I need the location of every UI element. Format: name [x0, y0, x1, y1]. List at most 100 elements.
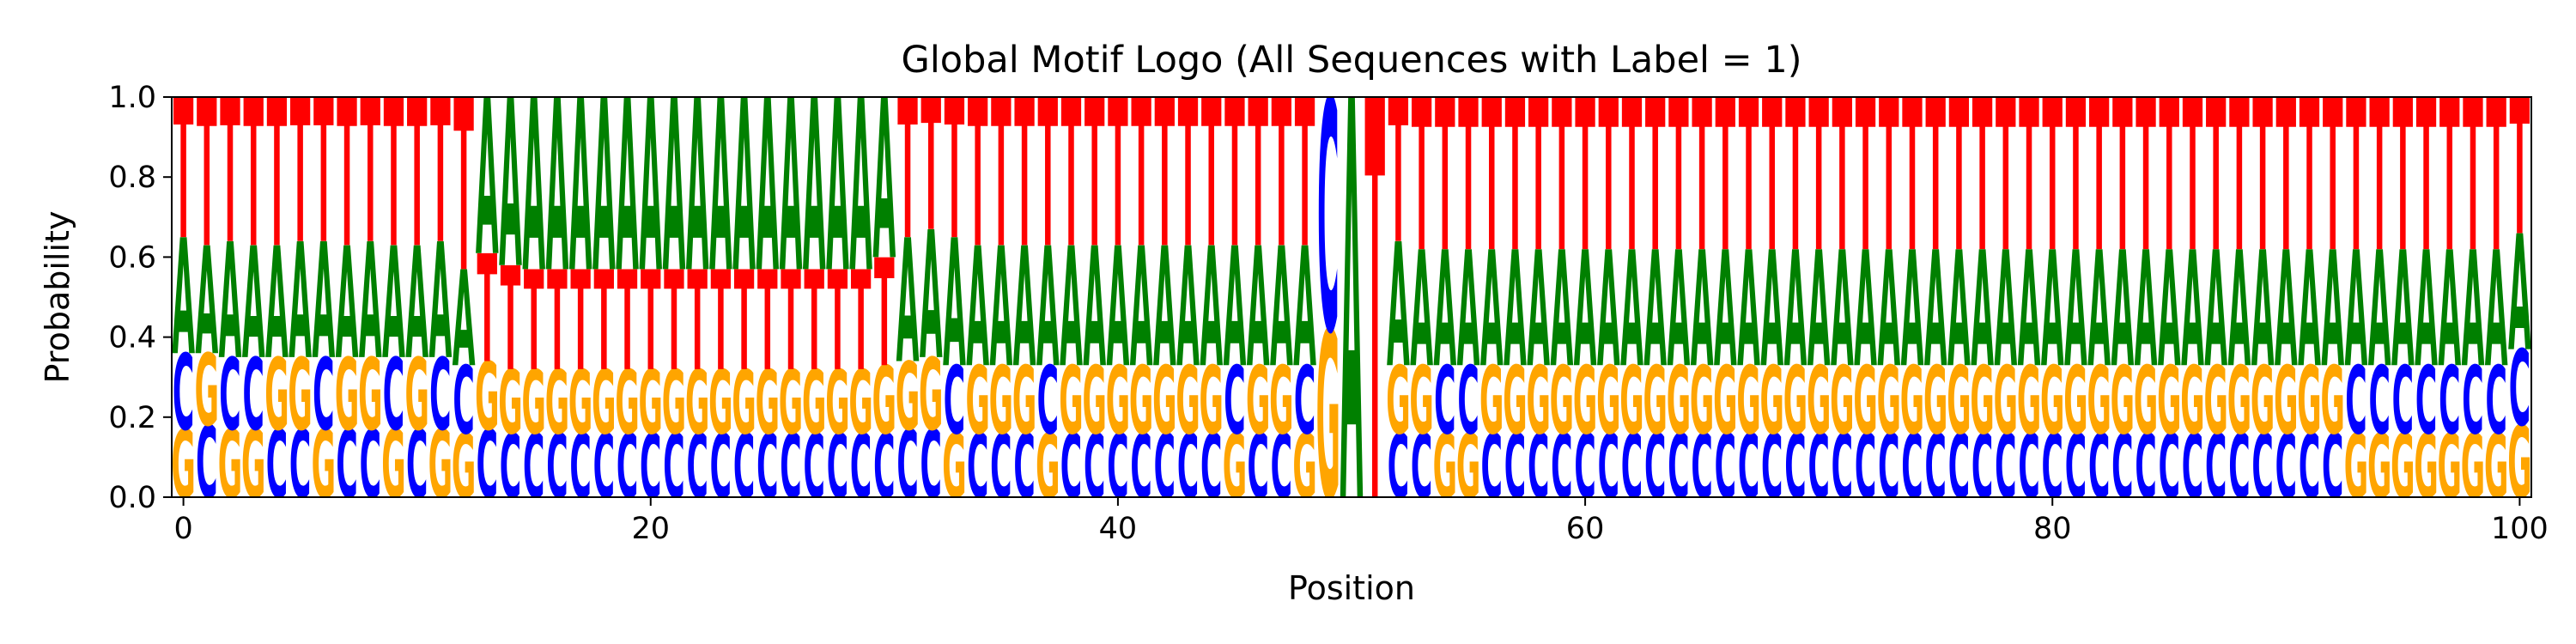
- logo-letter-t-pos-74: T: [1902, 56, 1923, 299]
- logo-letter-c-pos-99: C: [2485, 346, 2506, 455]
- logo-letter-c-pos-9: C: [383, 338, 404, 453]
- logo-letter-c-pos-95: C: [2392, 346, 2414, 455]
- logo-letter-t-pos-28: T: [828, 243, 848, 402]
- logo-letter-a-pos-84: A: [2135, 218, 2158, 403]
- logo-letter-a-pos-14: A: [499, 53, 522, 320]
- logo-letter-t-pos-26: T: [781, 243, 801, 402]
- logo-letter-a-pos-52: A: [1387, 207, 1410, 405]
- logo-letter-t-pos-7: T: [337, 57, 357, 294]
- x-tick-label: 100: [2491, 512, 2549, 546]
- logo-letter-g-pos-82: G: [2087, 346, 2111, 455]
- logo-letter-g-pos-17: G: [568, 351, 592, 453]
- logo-letter-a-pos-74: A: [1901, 218, 1924, 403]
- logo-letter-g-pos-77: G: [1970, 346, 1994, 455]
- logo-letter-t-pos-21: T: [664, 243, 684, 402]
- logo-letter-g-pos-87: G: [2203, 346, 2227, 455]
- logo-letter-a-pos-91: A: [2298, 218, 2321, 403]
- logo-letter-c-pos-6: C: [313, 338, 334, 453]
- logo-letter-c-pos-85: C: [2159, 416, 2180, 518]
- logo-letter-g-pos-11: G: [428, 410, 453, 519]
- logo-letter-t-pos-46: T: [1248, 57, 1268, 294]
- logo-letter-c-pos-26: C: [780, 416, 801, 518]
- logo-letter-a-pos-12: A: [453, 245, 476, 398]
- logo-letter-c-pos-24: C: [733, 416, 755, 518]
- logo-letter-c-pos-98: C: [2462, 346, 2483, 455]
- logo-letter-g-pos-63: G: [1643, 346, 1667, 455]
- logo-letter-a-pos-75: A: [1924, 218, 1947, 403]
- logo-letter-a-pos-4: A: [265, 216, 289, 394]
- logo-letter-a-pos-37: A: [1036, 213, 1060, 404]
- logo-letter-t-pos-51: T: [1364, 0, 1385, 627]
- logo-letter-a-pos-87: A: [2204, 218, 2227, 403]
- logo-letter-g-pos-33: G: [942, 416, 966, 518]
- logo-letter-c-pos-19: C: [617, 416, 638, 518]
- logo-letter-c-pos-4: C: [266, 410, 288, 519]
- x-tick-label: 60: [1566, 512, 1605, 546]
- logo-letter-c-pos-18: C: [593, 416, 615, 518]
- logo-letter-c-pos-71: C: [1832, 416, 1853, 518]
- logo-letter-c-pos-15: C: [523, 416, 544, 518]
- logo-letter-t-pos-80: T: [2042, 56, 2063, 299]
- logo-letter-t-pos-14: T: [501, 239, 521, 404]
- logo-letter-a-pos-70: A: [1807, 218, 1831, 403]
- logo-letter-c-pos-57: C: [1504, 416, 1526, 518]
- logo-letter-a-pos-81: A: [2064, 218, 2087, 403]
- logo-letter-c-pos-82: C: [2088, 416, 2110, 518]
- logo-letter-a-pos-27: A: [803, 51, 826, 325]
- logo-letter-g-pos-60: G: [1573, 346, 1597, 455]
- logo-letter-t-pos-0: T: [173, 59, 194, 283]
- logo-letter-a-pos-21: A: [663, 51, 686, 325]
- logo-letter-g-pos-27: G: [802, 351, 826, 453]
- logo-letter-g-pos-1: G: [195, 335, 219, 450]
- logo-letter-a-pos-66: A: [1714, 218, 1737, 403]
- logo-letter-g-pos-66: G: [1713, 346, 1737, 455]
- logo-letter-g-pos-31: G: [896, 343, 920, 452]
- logo-letter-g-pos-35: G: [989, 346, 1013, 455]
- logo-letter-t-pos-35: T: [991, 57, 1012, 294]
- logo-letter-t-pos-55: T: [1458, 56, 1479, 299]
- logo-letter-t-pos-4: T: [267, 57, 288, 294]
- logo-letter-t-pos-78: T: [1996, 56, 2016, 299]
- logo-letter-t-pos-86: T: [2183, 56, 2203, 299]
- logo-letter-c-pos-64: C: [1668, 416, 1689, 518]
- logo-letter-c-pos-52: C: [1388, 416, 1409, 518]
- logo-letter-c-pos-27: C: [804, 416, 825, 518]
- logo-letter-g-pos-20: G: [639, 351, 663, 453]
- logo-letter-t-pos-97: T: [2439, 56, 2460, 299]
- logo-letter-g-pos-9: G: [381, 410, 405, 519]
- logo-letter-t-pos-84: T: [2136, 56, 2156, 299]
- logo-letter-c-pos-43: C: [1177, 416, 1199, 518]
- logo-letter-t-pos-47: T: [1272, 57, 1292, 294]
- logo-letter-c-pos-25: C: [756, 416, 778, 518]
- logo-letter-g-pos-42: G: [1152, 346, 1176, 455]
- logo-letter-c-pos-56: C: [1481, 416, 1503, 518]
- y-tick-label: 0.6: [108, 240, 156, 275]
- logo-letter-t-pos-62: T: [1622, 56, 1643, 299]
- logo-letter-a-pos-42: A: [1153, 213, 1176, 404]
- logo-letter-g-pos-4: G: [264, 338, 289, 453]
- logo-letter-c-pos-44: C: [1200, 416, 1222, 518]
- logo-letter-t-pos-15: T: [524, 243, 544, 402]
- logo-letter-t-pos-48: T: [1295, 57, 1315, 294]
- logo-letter-g-pos-99: G: [2484, 416, 2508, 518]
- logo-letter-a-pos-97: A: [2438, 218, 2461, 403]
- logo-letter-t-pos-32: T: [920, 61, 941, 272]
- logo-letter-t-pos-33: T: [945, 59, 965, 283]
- logo-letter-c-pos-100: C: [2509, 330, 2530, 451]
- logo-letter-a-pos-26: A: [780, 51, 803, 325]
- logo-letter-t-pos-96: T: [2416, 56, 2437, 299]
- logo-letter-g-pos-96: G: [2414, 416, 2438, 518]
- logo-letters: GCATCGATGCATGCATCGATCGATGCATCGATCGATGCAT…: [172, 0, 2531, 627]
- logo-letter-c-pos-58: C: [1528, 416, 1549, 518]
- logo-letter-a-pos-55: A: [1457, 218, 1480, 403]
- logo-letter-t-pos-99: T: [2486, 56, 2506, 299]
- logo-letter-g-pos-58: G: [1526, 346, 1550, 455]
- logo-letter-t-pos-94: T: [2369, 56, 2390, 299]
- logo-letter-c-pos-17: C: [569, 416, 591, 518]
- plot-frame: [171, 96, 2532, 498]
- logo-letter-a-pos-6: A: [312, 210, 335, 395]
- logo-letter-g-pos-25: G: [756, 351, 780, 453]
- logo-letter-t-pos-3: T: [243, 57, 264, 294]
- logo-letter-t-pos-100: T: [2510, 60, 2530, 277]
